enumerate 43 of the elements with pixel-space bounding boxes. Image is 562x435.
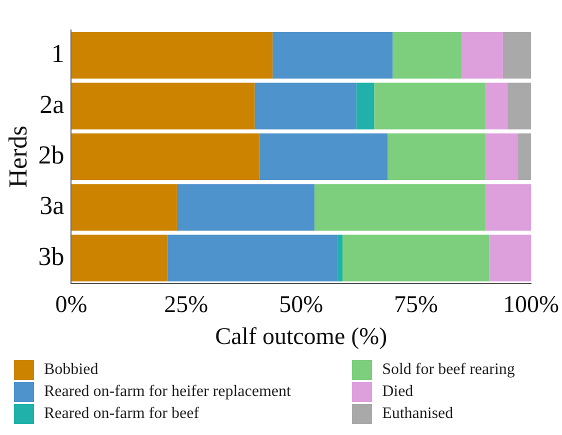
bar xyxy=(374,82,486,130)
x-axis-title: Calf outcome (%) xyxy=(215,324,388,350)
legend-label: Bobbied xyxy=(44,361,98,379)
bar xyxy=(71,32,273,79)
bar xyxy=(71,133,260,180)
legend-label: Reared on-farm for beef xyxy=(44,405,200,423)
bar xyxy=(254,82,356,130)
legend-label: Died xyxy=(382,383,414,401)
bar xyxy=(462,32,503,79)
bar xyxy=(517,133,532,180)
bar xyxy=(337,234,342,282)
bar xyxy=(168,234,338,282)
bar xyxy=(489,234,532,282)
y-tick-label: 2a xyxy=(40,90,65,119)
y-tick-label: 3a xyxy=(40,191,65,220)
x-tick-label: 100% xyxy=(503,292,560,318)
x-tick-label: 25% xyxy=(164,292,208,318)
legend-label: Reared on-farm for heifer replacement xyxy=(44,383,291,401)
bar xyxy=(272,32,393,79)
bar xyxy=(508,82,532,130)
bar xyxy=(502,32,532,79)
bar xyxy=(388,133,486,180)
bar xyxy=(356,82,374,130)
bar xyxy=(71,184,177,231)
x-tick-label: 75% xyxy=(394,292,438,318)
x-tick-label: 50% xyxy=(279,292,324,318)
bar xyxy=(342,234,490,282)
bar xyxy=(485,184,532,231)
bar xyxy=(71,82,255,130)
bar xyxy=(485,82,508,130)
bar xyxy=(314,184,486,231)
x-tick-label: 0% xyxy=(55,292,88,318)
bar xyxy=(485,133,518,180)
bar xyxy=(260,133,388,180)
bar xyxy=(176,184,314,231)
legend-label: Euthanised xyxy=(382,405,454,423)
y-tick-label: 1 xyxy=(51,39,64,68)
bar xyxy=(71,234,168,282)
y-axis-title: Herds xyxy=(3,126,32,188)
y-tick-label: 3b xyxy=(38,242,64,271)
y-tick-label: 2b xyxy=(38,140,64,170)
legend-label: Sold for beef rearing xyxy=(382,361,515,379)
bar xyxy=(392,32,462,79)
